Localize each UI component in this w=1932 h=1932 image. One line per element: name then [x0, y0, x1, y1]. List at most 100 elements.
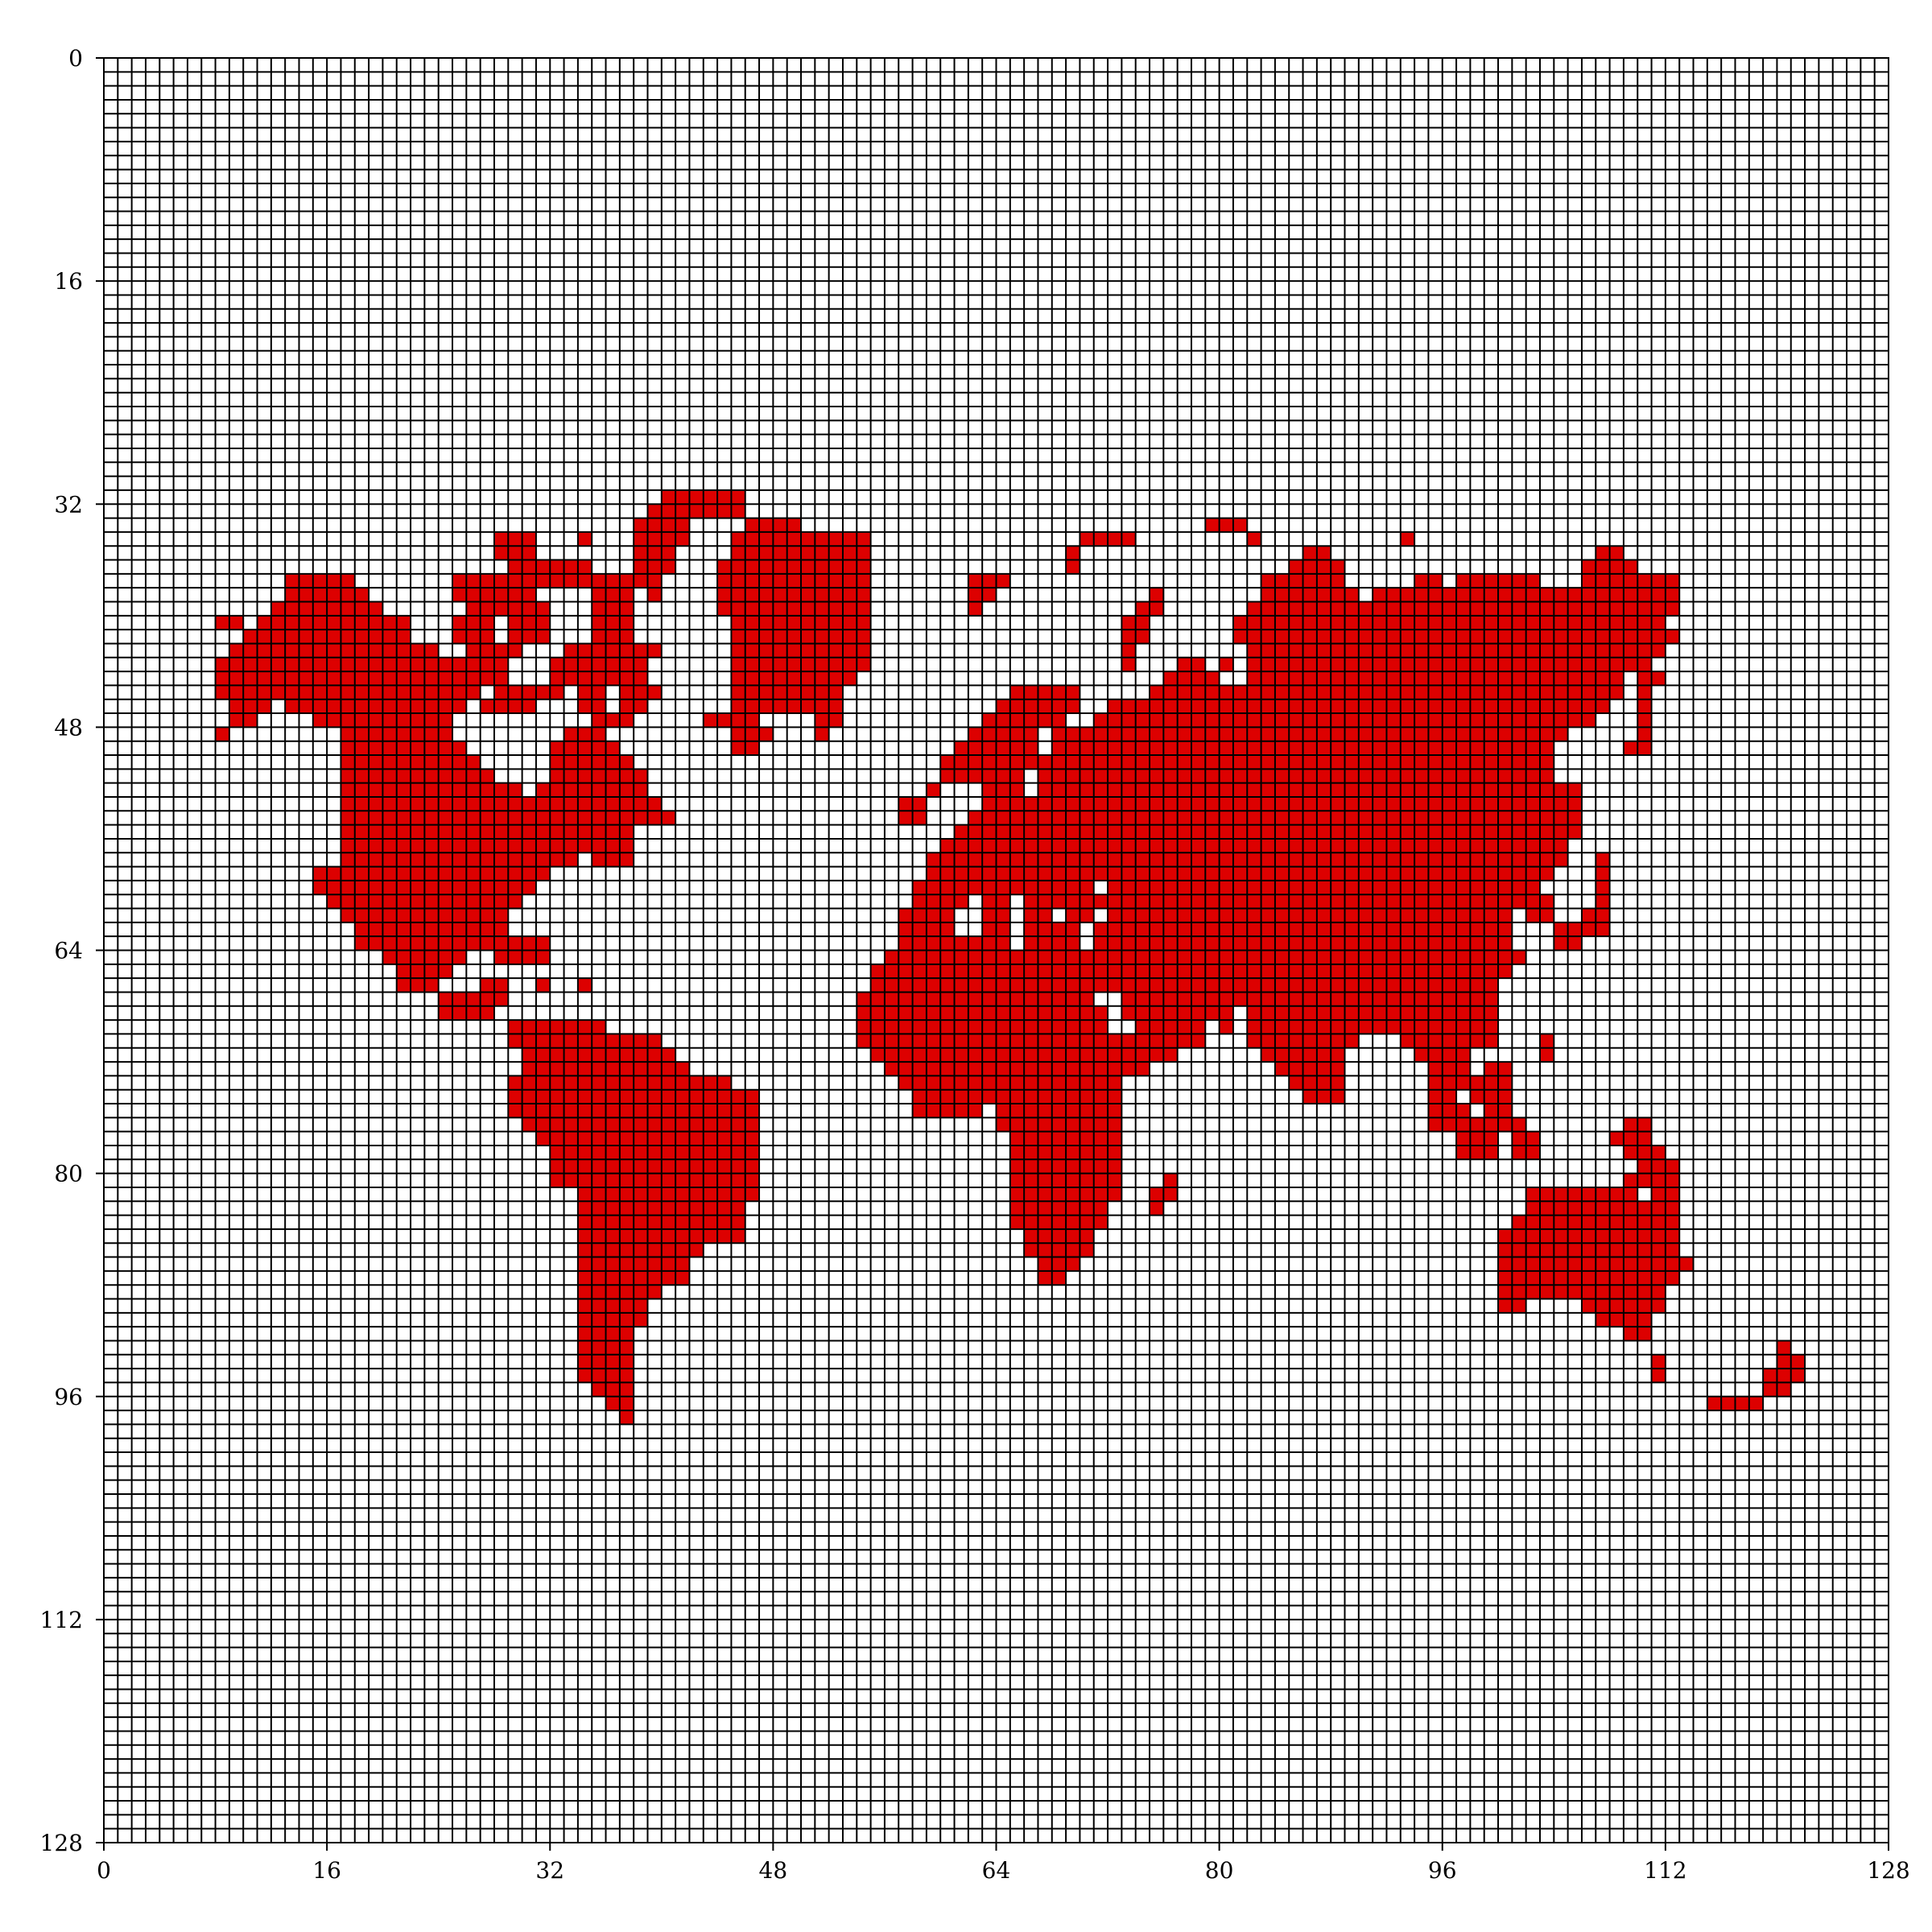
filled-cell — [1274, 657, 1290, 672]
filled-cell — [382, 922, 397, 937]
filled-cell — [592, 1382, 606, 1397]
filled-cell — [1470, 922, 1484, 937]
filled-cell — [954, 824, 968, 839]
filled-cell — [354, 796, 369, 811]
filled-cell — [1274, 727, 1290, 741]
filled-cell — [1191, 755, 1206, 770]
filled-cell — [1596, 573, 1610, 588]
filled-cell — [745, 657, 760, 672]
filled-cell — [1261, 838, 1275, 853]
filled-cell — [1009, 782, 1025, 797]
filled-cell — [675, 1173, 690, 1187]
filled-cell — [1651, 1215, 1666, 1229]
filled-cell — [1024, 908, 1038, 923]
filled-cell — [1609, 588, 1624, 602]
filled-cell — [1554, 588, 1568, 602]
filled-cell — [1470, 1075, 1484, 1090]
filled-cell — [1484, 1104, 1499, 1118]
filled-cell — [452, 824, 467, 839]
filled-cell — [828, 685, 843, 700]
filled-cell — [815, 630, 829, 644]
filled-cell — [396, 866, 411, 881]
filled-cell — [452, 894, 467, 909]
filled-cell — [1414, 1020, 1429, 1034]
filled-cell — [786, 559, 802, 574]
filled-cell — [1428, 699, 1443, 714]
filled-cell — [1512, 630, 1526, 644]
filled-cell — [1331, 643, 1345, 658]
filled-cell — [1414, 950, 1429, 964]
filled-cell — [1066, 1187, 1080, 1202]
filled-cell — [1163, 922, 1178, 937]
filled-cell — [1456, 1034, 1471, 1048]
filled-cell — [1150, 727, 1164, 741]
filled-cell — [1316, 908, 1331, 923]
filled-cell — [1289, 978, 1303, 993]
filled-cell — [1205, 769, 1220, 783]
filled-cell — [1596, 1228, 1610, 1244]
filled-cell — [1093, 1075, 1108, 1090]
filled-cell — [1051, 894, 1067, 909]
filled-cell — [1051, 1075, 1067, 1090]
filled-cell — [480, 615, 494, 630]
filled-cell — [870, 1005, 885, 1021]
filled-cell — [1428, 950, 1443, 964]
filled-cell — [605, 615, 620, 630]
filled-cell — [1623, 1312, 1638, 1327]
filled-cell — [1066, 699, 1080, 714]
filled-cell — [1066, 1062, 1080, 1076]
filled-cell — [898, 992, 913, 1006]
filled-cell — [786, 699, 802, 714]
filled-cell — [369, 643, 383, 658]
filled-cell — [898, 1020, 913, 1034]
filled-cell — [493, 852, 509, 867]
filled-cell — [1609, 573, 1624, 588]
filled-cell — [1512, 755, 1526, 770]
filled-cell — [577, 559, 592, 574]
filled-cell — [396, 838, 411, 853]
filled-cell — [508, 936, 522, 951]
filled-cell — [466, 573, 481, 588]
filled-cell — [1331, 727, 1345, 741]
filled-cell — [1024, 852, 1038, 867]
filled-cell — [954, 1104, 968, 1118]
filled-cell — [1400, 852, 1415, 867]
filled-cell — [661, 1159, 676, 1174]
filled-cell — [1080, 824, 1094, 839]
filled-cell — [1484, 1020, 1499, 1034]
filled-cell — [480, 1005, 494, 1021]
filled-cell — [411, 894, 425, 909]
filled-cell — [1135, 992, 1150, 1006]
filled-cell — [1428, 727, 1443, 741]
filled-cell — [1009, 1005, 1025, 1021]
filled-cell — [354, 852, 369, 867]
filled-cell — [1316, 657, 1331, 672]
filled-cell — [1108, 1089, 1122, 1104]
filled-cell — [982, 727, 997, 741]
filled-cell — [661, 811, 676, 825]
filled-cell — [1024, 1047, 1038, 1063]
filled-cell — [1038, 936, 1052, 951]
filled-cell — [1358, 838, 1373, 853]
filled-cell — [550, 1020, 564, 1034]
filled-cell — [675, 1270, 690, 1286]
filled-cell — [1080, 796, 1094, 811]
filled-cell — [466, 671, 481, 686]
filled-cell — [369, 922, 383, 937]
filled-cell — [1442, 880, 1457, 895]
filled-cell — [577, 1327, 592, 1341]
filled-cell — [1331, 796, 1345, 811]
x-axis: 0 16 32 48 64 80 96 112 128 — [97, 1843, 1910, 1884]
filled-cell — [270, 630, 286, 644]
filled-cell — [1470, 1089, 1484, 1104]
filled-cell — [1344, 811, 1359, 825]
filled-cell — [1512, 685, 1526, 700]
filled-cell — [1274, 1062, 1290, 1076]
filled-cell — [327, 615, 341, 630]
filled-cell — [1331, 992, 1345, 1006]
filled-cell — [564, 573, 578, 588]
filled-cell — [341, 685, 355, 700]
filled-cell — [717, 573, 732, 588]
filled-cell — [1498, 852, 1513, 867]
filled-cell — [438, 741, 453, 756]
